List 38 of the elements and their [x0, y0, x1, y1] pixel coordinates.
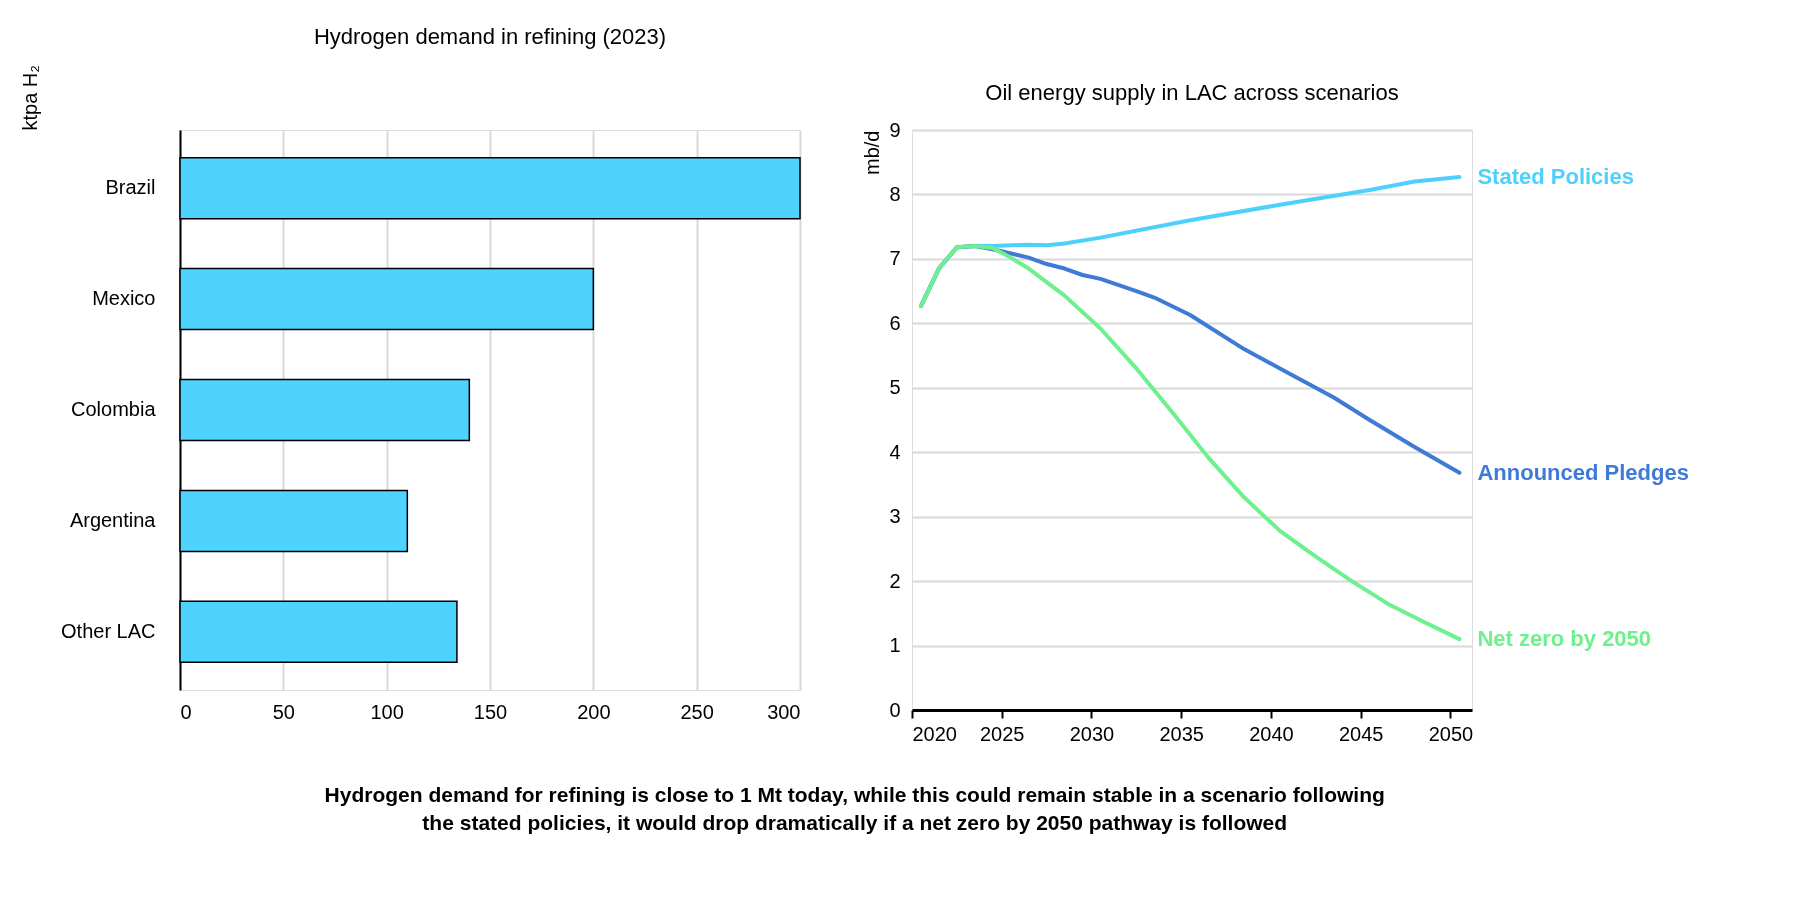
x-tick-label: 2045: [1338, 722, 1384, 745]
x-tick-label: 200: [577, 700, 611, 723]
x-tick-label: 250: [680, 700, 714, 723]
y-axis-title: mb/d: [861, 130, 884, 175]
y-tick-label: 5: [889, 376, 901, 399]
x-tick-label: 2030: [1069, 722, 1115, 745]
y-axis-title: ktpa H₂: [19, 64, 42, 131]
x-tick-label: 2050: [1428, 722, 1474, 745]
x-tick-label: 2025: [979, 722, 1025, 745]
y-tick-label: 1: [889, 634, 901, 657]
y-tick-label: Colombia: [71, 398, 157, 420]
y-tick-label: Brazil: [105, 176, 156, 199]
y-tick-label: 6: [889, 311, 901, 334]
y-tick-label: Other LAC: [61, 619, 156, 642]
y-tick-label: Mexico: [92, 287, 156, 310]
y-tick-label: 8: [889, 182, 901, 205]
y-tick-label: 2: [889, 569, 901, 592]
series-label: Announced Pledges: [1477, 459, 1689, 485]
series-label: Net zero by 2050: [1477, 626, 1652, 652]
y-tick-label: 7: [889, 247, 901, 270]
x-tick-label: 2035: [1159, 722, 1204, 745]
x-tick-label: 50: [272, 700, 295, 723]
y-tick-label: Argentina: [69, 508, 157, 531]
series-label: Stated Policies: [1477, 164, 1634, 190]
text: Hydrogen demand for refining is close to 1 Mt today, while this could remain stable in a scenario following: [324, 782, 1385, 806]
x-tick-label: 100: [370, 700, 404, 723]
y-tick-label: 9: [889, 118, 901, 141]
line-series: [918, 244, 1462, 642]
x-tick-label: 300: [767, 700, 801, 723]
y-tick-label: 4: [889, 440, 901, 463]
y-tick-label: 3: [889, 505, 901, 528]
x-tick-label: 2040: [1249, 722, 1294, 745]
text: the stated policies, it would drop dramatically if a net zero by 2050 pathway is followed: [422, 810, 1288, 834]
x-tick-label: 150: [473, 700, 508, 723]
chart-title: Hydrogen demand in refining (2023): [313, 24, 667, 50]
x-tick-label: 2020: [912, 722, 957, 745]
chart-title: Oil energy supply in LAC across scenarios: [985, 80, 1399, 105]
x-tick-label: 0: [180, 700, 192, 723]
